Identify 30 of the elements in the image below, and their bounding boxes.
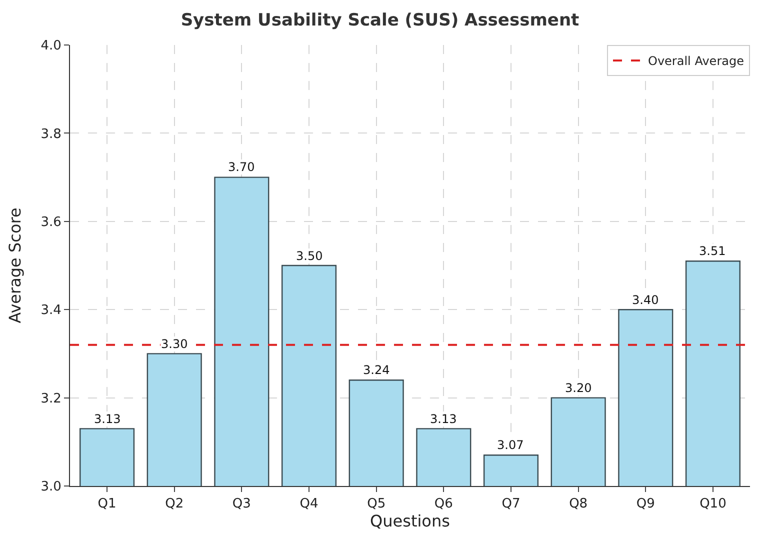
data-label: 3.40 <box>632 293 659 307</box>
x-axis-title: Questions <box>370 512 450 531</box>
y-tick-label: 3.8 <box>40 126 62 142</box>
x-tick-label: Q7 <box>502 496 520 512</box>
legend-label: Overall Average <box>648 54 744 68</box>
data-label: 3.20 <box>565 381 592 395</box>
x-tick-label: Q9 <box>636 496 655 512</box>
data-label: 3.51 <box>699 244 726 258</box>
x-tick-label: Q10 <box>700 496 726 512</box>
chart-title: System Usability Scale (SUS) Assessment <box>180 10 580 30</box>
y-tick-label: 3.2 <box>40 391 62 406</box>
y-tick-label: 4.0 <box>40 38 62 54</box>
y-tick-label: 3.6 <box>40 214 62 230</box>
data-label: 3.13 <box>94 412 121 426</box>
data-label: 3.70 <box>228 160 255 174</box>
data-label: 3.24 <box>363 363 390 377</box>
x-tick-label: Q3 <box>232 496 251 512</box>
data-label: 3.30 <box>161 337 188 351</box>
data-label: 3.07 <box>497 438 524 452</box>
x-tick-label: Q2 <box>165 496 184 512</box>
y-tick-label: 3.4 <box>40 303 62 318</box>
x-tick-label: Q6 <box>434 496 453 512</box>
y-tick-label: 3.0 <box>40 480 62 495</box>
data-label: 3.50 <box>296 249 323 263</box>
data-label: 3.13 <box>430 412 457 426</box>
x-tick-label: Q4 <box>300 496 318 512</box>
x-tick-label: Q1 <box>98 496 116 512</box>
y-axis-title: Average Score <box>6 208 25 324</box>
x-tick-label: Q8 <box>569 496 588 512</box>
x-tick-label: Q5 <box>367 496 386 512</box>
